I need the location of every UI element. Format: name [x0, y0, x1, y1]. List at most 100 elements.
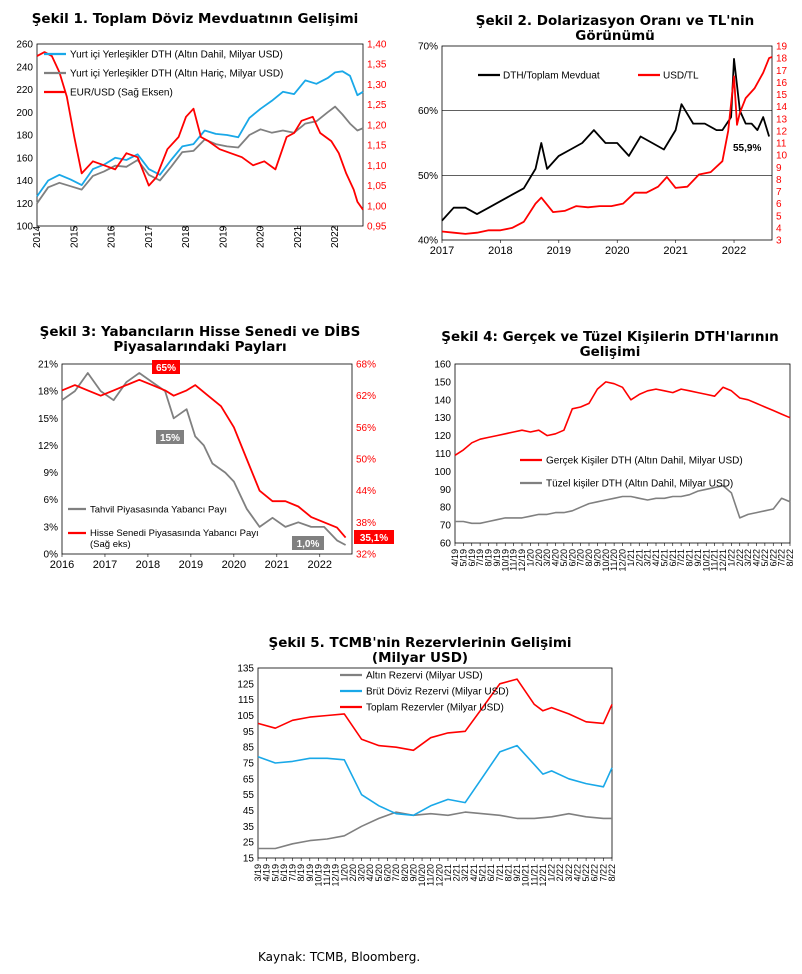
y-right-tick-label: 17 [776, 66, 788, 77]
x-tick-label: 2/21 [452, 864, 462, 882]
x-tick-label: 11/20 [609, 549, 619, 571]
y-left-tick-label: 120 [434, 431, 451, 442]
series-line-1 [257, 744, 613, 817]
x-tick-label: 2018 [181, 225, 192, 248]
y-right-tick-label: 10 [776, 151, 788, 162]
plot-frame [257, 667, 613, 859]
plot-frame [36, 43, 364, 227]
y-left-tick-label: 90 [440, 485, 452, 496]
chart3-svg: 21% 18% 15% 12% 9% 6% 3% 0% 68% 62% 56% 50% 44% 38% 32… [38, 360, 394, 571]
y-right-tick-label: 13 [776, 114, 788, 125]
x-tick-label: 2019 [547, 245, 571, 257]
legend-label: Tahvil Piyasasında Yabancı Payı [90, 505, 227, 516]
x-tick-label: 8/20 [584, 549, 594, 567]
x-tick-label: 2020 [256, 225, 267, 248]
x-tick-label: 7/21 [495, 864, 505, 882]
x-tick-label: 4/20 [365, 864, 375, 882]
y-left-tick-label: 130 [434, 413, 451, 424]
y-left-tick-label: 70% [418, 42, 438, 53]
chart4-title: Şekil 4: Gerçek ve Tüzel Kişilerin DTH'l… [441, 329, 779, 360]
callout-box [292, 536, 324, 550]
x-tick-label: 2017 [144, 225, 155, 248]
y-right-tick-label: 50% [356, 455, 376, 466]
y-left-tick-label: 40% [418, 236, 438, 247]
y-left-tick-label: 220 [16, 85, 33, 96]
y-left-tick-label: 3% [44, 522, 59, 533]
x-tick-label: 2016 [50, 559, 74, 571]
y-right-tick-label: 0,95 [367, 222, 387, 233]
legend-label: Brüt Döviz Rezervi (Milyar USD) [366, 687, 509, 698]
x-tick-label: 3/21 [460, 864, 470, 882]
x-tick-label: 1/22 [547, 864, 557, 882]
x-tick-label: 4/22 [572, 864, 582, 882]
y-left-tick-label: 160 [16, 153, 33, 164]
y-right-tick-label: 1,40 [367, 40, 387, 51]
chart5-svg: 1351251151059585756555453525153/194/195/… [237, 664, 617, 887]
callout-label: 35,1% [360, 533, 388, 544]
y-right-tick-label: 12 [776, 126, 788, 137]
x-tick-label: 2017 [93, 559, 117, 571]
y-left-tick-label: 125 [237, 679, 254, 690]
y-left-tick-label: 45 [243, 806, 255, 817]
x-tick-label: 2022 [722, 245, 746, 257]
x-tick-label: 2022 [308, 559, 332, 571]
y-left-tick-label: 260 [16, 40, 33, 51]
plot-frame [61, 363, 353, 555]
x-tick-label: 10/19 [500, 549, 510, 572]
x-tick-label: 4/19 [450, 549, 460, 567]
x-tick-label: 2020 [222, 559, 246, 571]
y-right-tick-label: 5 [776, 211, 782, 222]
legend-label: USD/TL [663, 71, 699, 82]
x-tick-label: 7/21 [676, 549, 686, 567]
x-tick-label: 12/20 [434, 864, 444, 887]
legend-label: Hisse Senedi Piyasasında Yabancı Payı (Sa… [90, 528, 259, 550]
x-tick-label: 2017 [430, 245, 454, 257]
y-right-tick-label: 14 [776, 102, 788, 113]
x-tick-label: 8/22 [607, 864, 617, 882]
x-tick-label: 8/20 [400, 864, 410, 882]
y-right-tick-label: 1,00 [367, 201, 387, 212]
x-tick-label: 8/22 [785, 549, 795, 567]
x-tick-label: 2018 [136, 559, 160, 571]
y-left-tick-label: 140 [16, 176, 33, 187]
x-tick-label: 2019 [218, 225, 229, 248]
x-tick-label: 10/20 [417, 864, 427, 887]
x-tick-label: 2016 [107, 225, 118, 248]
y-left-tick-label: 15 [243, 854, 255, 865]
y-left-tick-label: 0% [44, 550, 59, 561]
y-left-tick-label: 55 [243, 790, 255, 801]
legend-label: Yurt içi Yerleşikler DTH (Altın Hariç, M… [70, 69, 283, 80]
x-tick-label: 2015 [69, 225, 80, 248]
callout-label: 1,0% [297, 539, 320, 550]
x-tick-label: 9/20 [408, 864, 418, 882]
x-tick-label: 8/19 [484, 549, 494, 567]
chart4-svg: 160 150 140 130 120 110 100 90 80 70 604/195/196/1… [434, 360, 795, 572]
y-right-tick-label: 7 [776, 187, 782, 198]
y-right-tick-label: 1,35 [367, 60, 387, 71]
x-tick-label: 4/21 [651, 549, 661, 567]
legend-label: DTH/Toplam Mevduat [503, 71, 600, 82]
x-tick-label: 6/22 [590, 864, 600, 882]
series-line-0 [258, 811, 612, 850]
x-tick-label: 7/20 [576, 549, 586, 567]
x-tick-label: 12/21 [718, 549, 728, 572]
x-tick-label: 5/20 [374, 864, 384, 882]
callout-box [156, 430, 184, 444]
legend-label: Altın Rezervi (Milyar USD) [366, 671, 483, 682]
y-right-tick-label: 44% [356, 486, 376, 497]
series-line-1 [441, 56, 773, 235]
y-right-tick-label: 16 [776, 78, 788, 89]
series-line-0 [61, 372, 347, 546]
x-tick-label: 5/21 [477, 864, 487, 882]
x-tick-label: 1/22 [726, 549, 736, 567]
y-right-tick-label: 1,30 [367, 80, 387, 91]
x-tick-label: 3/19 [253, 864, 263, 882]
x-tick-label: 2020 [605, 245, 629, 257]
y-left-tick-label: 70 [440, 521, 452, 532]
y-right-tick-label: 19 [776, 42, 788, 53]
x-tick-label: 6/21 [486, 864, 496, 882]
legend-label: EUR/USD (Sağ Eksen) [70, 88, 173, 99]
callout-box [152, 360, 180, 374]
x-tick-label: 6/22 [768, 549, 778, 567]
